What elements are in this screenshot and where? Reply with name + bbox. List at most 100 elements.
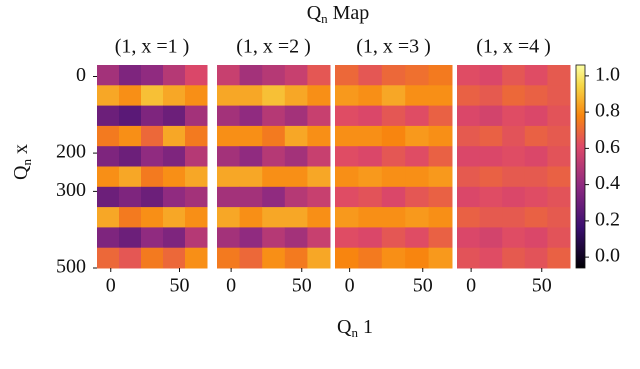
heatmap-cell bbox=[428, 186, 453, 208]
heatmap-cell bbox=[262, 125, 286, 147]
heatmap-cell bbox=[141, 166, 164, 188]
heatmap-cell bbox=[502, 85, 526, 107]
heatmap-cell bbox=[405, 65, 430, 86]
heatmap-cell bbox=[479, 166, 503, 188]
heatmap-cell bbox=[502, 146, 526, 167]
heatmap-cell bbox=[185, 186, 208, 208]
heatmap-cell bbox=[239, 125, 263, 147]
heatmap-cell bbox=[262, 207, 286, 228]
heatmap-cell bbox=[428, 125, 453, 147]
heatmap-cell bbox=[284, 227, 308, 249]
heatmap-cell bbox=[335, 85, 359, 107]
heatmap-cell bbox=[502, 65, 526, 86]
heatmap-cell bbox=[307, 146, 331, 167]
x-tick-label: 0 bbox=[345, 275, 355, 297]
heatmap-cell bbox=[547, 146, 571, 167]
heatmap-cell bbox=[381, 125, 406, 147]
chart-title-main: Q bbox=[307, 2, 322, 24]
heatmap-cell bbox=[262, 247, 286, 269]
heatmap-cell bbox=[381, 207, 406, 228]
heatmap-cell bbox=[547, 105, 571, 127]
heatmap-cell bbox=[335, 207, 359, 228]
heatmap-cell bbox=[141, 65, 164, 86]
heatmap-cell bbox=[284, 65, 308, 86]
heatmap-cell bbox=[217, 85, 241, 107]
heatmap-cell bbox=[457, 125, 481, 147]
heatmap-cell bbox=[119, 166, 142, 188]
heatmap-cell bbox=[358, 207, 383, 228]
heatmap-cell bbox=[457, 146, 481, 167]
y-tick-label: 200 bbox=[56, 141, 86, 163]
heatmap-cell bbox=[284, 186, 308, 208]
heatmap-cell bbox=[457, 65, 481, 86]
heatmap-cell bbox=[239, 227, 263, 249]
heatmap-cell bbox=[457, 186, 481, 208]
heatmap-cell bbox=[479, 105, 503, 127]
heatmap-cell bbox=[405, 85, 430, 107]
heatmap-cell bbox=[381, 186, 406, 208]
heatmap-cell bbox=[163, 125, 186, 147]
heatmap-cell bbox=[217, 247, 241, 269]
heatmap-cell bbox=[141, 247, 164, 269]
heatmap-cell bbox=[502, 227, 526, 249]
x-axis-label-main: Q bbox=[337, 316, 352, 338]
heatmap-cell bbox=[284, 247, 308, 269]
heatmap-cell bbox=[97, 247, 120, 269]
heatmap-cell bbox=[479, 85, 503, 107]
x-tick-label: 50 bbox=[170, 275, 190, 297]
heatmap-cell bbox=[185, 166, 208, 188]
heatmap-cell bbox=[163, 146, 186, 167]
heatmap-cell bbox=[524, 85, 548, 107]
heatmap-cell bbox=[428, 146, 453, 167]
heatmap-cell bbox=[119, 207, 142, 228]
heatmap-cell bbox=[479, 186, 503, 208]
heatmap-cell bbox=[163, 207, 186, 228]
heatmap-cell bbox=[502, 247, 526, 269]
heatmap-cell bbox=[502, 166, 526, 188]
heatmap-cell bbox=[358, 227, 383, 249]
x-axis-label: Qn 1 bbox=[337, 316, 373, 340]
heatmap-cell bbox=[97, 85, 120, 107]
heatmap-cell bbox=[547, 227, 571, 249]
heatmap-cell bbox=[502, 125, 526, 147]
heatmap-cell bbox=[239, 65, 263, 86]
heatmap-cell bbox=[479, 207, 503, 228]
heatmap-cell bbox=[217, 125, 241, 147]
heatmap-cell bbox=[428, 247, 453, 269]
heatmap-cell bbox=[262, 146, 286, 167]
heatmap-cell bbox=[239, 146, 263, 167]
heatmap-cell bbox=[97, 146, 120, 167]
heatmap-cell bbox=[335, 186, 359, 208]
heatmap-cell bbox=[307, 247, 331, 269]
chart-title-tail: Map bbox=[333, 2, 370, 24]
heatmap-cell bbox=[547, 65, 571, 86]
heatmap-cell bbox=[262, 166, 286, 188]
heatmap-cell bbox=[163, 105, 186, 127]
heatmap-cell bbox=[335, 125, 359, 147]
heatmap-cell bbox=[163, 186, 186, 208]
heatmap-cell bbox=[163, 65, 186, 86]
heatmap-cell bbox=[119, 105, 142, 127]
heatmap-cell bbox=[428, 207, 453, 228]
heatmap-cell bbox=[307, 186, 331, 208]
heatmap-cell bbox=[457, 85, 481, 107]
heatmap-cell bbox=[141, 105, 164, 127]
heatmap-cell bbox=[479, 227, 503, 249]
heatmap-cell bbox=[141, 186, 164, 208]
heatmap-cell bbox=[457, 227, 481, 249]
heatmap-cell bbox=[524, 65, 548, 86]
heatmap-cell bbox=[217, 65, 241, 86]
heatmap-cell bbox=[262, 105, 286, 127]
heatmap-cell bbox=[262, 227, 286, 249]
heatmap-cell bbox=[163, 85, 186, 107]
heatmap-cell bbox=[284, 85, 308, 107]
heatmap-cell bbox=[217, 186, 241, 208]
heatmap-cell bbox=[239, 207, 263, 228]
heatmap-cell bbox=[163, 166, 186, 188]
heatmap-cell bbox=[335, 247, 359, 269]
x-tick-label: 0 bbox=[226, 275, 236, 297]
heatmap-cell bbox=[524, 146, 548, 167]
colorbar-tick-label: 0.6 bbox=[595, 136, 620, 158]
heatmap-cell bbox=[502, 105, 526, 127]
